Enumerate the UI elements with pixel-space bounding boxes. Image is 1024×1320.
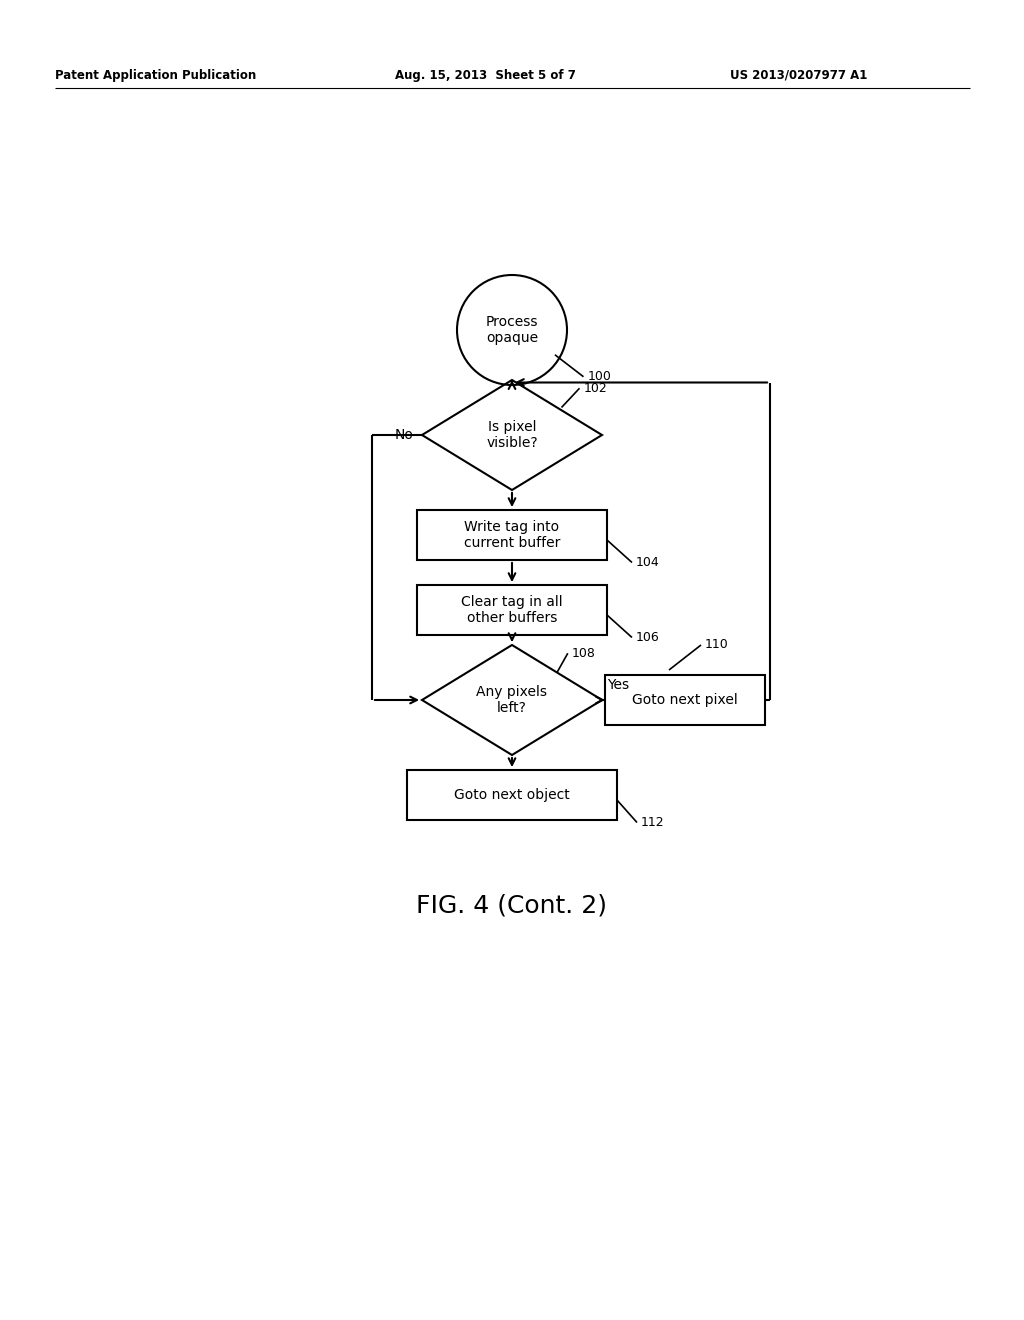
Text: FIG. 4 (Cont. 2): FIG. 4 (Cont. 2)	[417, 894, 607, 917]
Text: Goto next object: Goto next object	[454, 788, 570, 803]
Text: Patent Application Publication: Patent Application Publication	[55, 69, 256, 82]
Text: Write tag into
current buffer: Write tag into current buffer	[464, 520, 560, 550]
Text: 106: 106	[636, 631, 659, 644]
Text: Goto next pixel: Goto next pixel	[632, 693, 738, 708]
Text: Clear tag in all
other buffers: Clear tag in all other buffers	[461, 595, 563, 626]
Text: Any pixels
left?: Any pixels left?	[476, 685, 548, 715]
Text: 112: 112	[641, 816, 665, 829]
Text: 108: 108	[571, 647, 596, 660]
Bar	[417, 585, 607, 635]
Text: 110: 110	[705, 639, 729, 652]
Text: 104: 104	[636, 556, 659, 569]
Text: Aug. 15, 2013  Sheet 5 of 7: Aug. 15, 2013 Sheet 5 of 7	[395, 69, 575, 82]
Text: Is pixel
visible?: Is pixel visible?	[486, 420, 538, 450]
Text: No: No	[395, 428, 414, 442]
Text: 102: 102	[584, 381, 607, 395]
Bar	[417, 510, 607, 560]
Bar	[605, 675, 765, 725]
Text: Yes: Yes	[607, 678, 629, 692]
Text: 100: 100	[588, 370, 611, 383]
Text: US 2013/0207977 A1: US 2013/0207977 A1	[730, 69, 867, 82]
Bar	[407, 770, 617, 820]
Text: Process
opaque: Process opaque	[485, 315, 539, 345]
